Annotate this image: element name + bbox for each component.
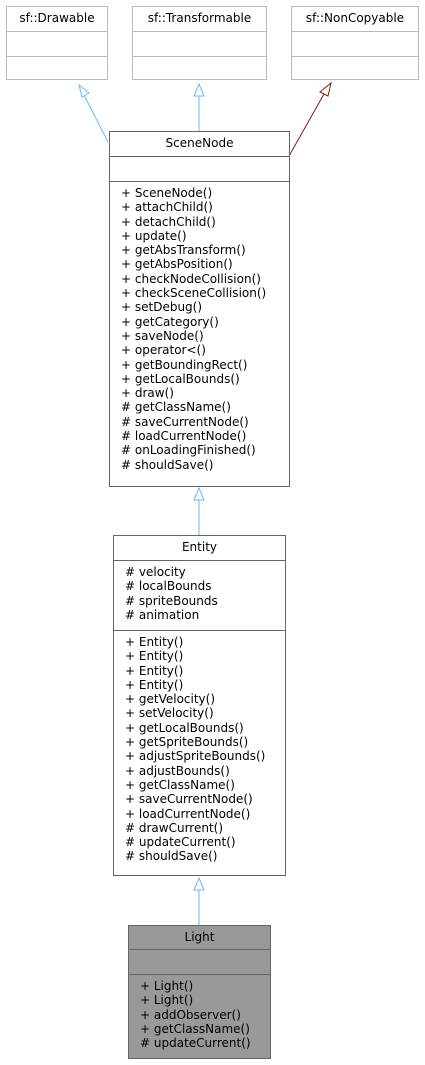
class-member: # animation — [125, 607, 200, 622]
class-member: + draw() — [121, 386, 174, 401]
class-member: + getAbsTransform() — [121, 243, 246, 258]
edge-light-to-entity — [193, 876, 205, 925]
class-methods: + Light() + Light() + addObserver() + getCl… — [129, 975, 270, 1058]
class-member: + getClassName() — [125, 777, 235, 792]
class-member: + Entity() — [125, 635, 184, 649]
class-methods — [133, 57, 266, 79]
class-member: + adjustBounds() — [125, 763, 230, 778]
class-member: + Light() — [140, 979, 194, 993]
class-member: + operator<() — [121, 343, 206, 358]
class-box-transformable: sf::Transformable — [132, 6, 267, 80]
class-box-entity: Entity # velocity # localBounds # spriteBo… — [113, 535, 286, 876]
class-attributes: # velocity # localBounds # spriteBounds # a… — [114, 561, 285, 631]
class-box-noncopyable: sf::NonCopyable — [291, 6, 419, 80]
edge-entity-to-scenenode — [193, 486, 205, 535]
class-member: + setDebug() — [121, 300, 203, 315]
class-member: + getClassName() — [140, 1021, 250, 1036]
class-member: # localBounds — [125, 579, 212, 594]
class-member: + adjustSpriteBounds() — [125, 749, 266, 764]
class-member: + getLocalBounds() — [121, 371, 240, 386]
class-member: + detachChild() — [121, 214, 216, 229]
class-member: + checkSceneCollision() — [121, 286, 267, 301]
class-member: # onLoadingFinished() — [121, 443, 256, 458]
class-attributes — [133, 32, 266, 57]
class-member: # shouldSave() — [121, 457, 214, 472]
class-title: SceneNode — [110, 132, 289, 157]
class-member: + update() — [121, 228, 187, 243]
class-box-drawable: sf::Drawable — [6, 6, 108, 80]
class-member: + Light() — [140, 993, 194, 1008]
class-title: sf::Drawable — [7, 7, 107, 32]
edge-scenenode-to-drawable — [78, 83, 109, 143]
class-member: + saveCurrentNode() — [125, 792, 253, 807]
class-member: + getLocalBounds() — [125, 720, 244, 735]
class-member: # shouldSave() — [125, 849, 218, 864]
class-member: # saveCurrentNode() — [121, 414, 249, 429]
class-member: + addObserver() — [140, 1007, 241, 1022]
class-member: # drawCurrent() — [125, 820, 224, 835]
class-member: + getAbsPosition() — [121, 257, 233, 272]
class-member: + getVelocity() — [125, 692, 216, 707]
class-methods — [292, 57, 418, 79]
class-attributes — [110, 157, 289, 182]
class-member: # spriteBounds — [125, 593, 218, 608]
class-member: + SceneNode() — [121, 186, 213, 200]
class-attributes — [292, 32, 418, 57]
class-member: # updateCurrent() — [140, 1036, 251, 1051]
class-attributes — [129, 950, 270, 975]
class-methods — [7, 57, 107, 79]
class-attributes — [7, 32, 107, 57]
class-title: Light — [129, 926, 270, 950]
class-member: + saveNode() — [121, 328, 204, 343]
class-member: + Entity() — [125, 677, 184, 692]
class-member: + Entity() — [125, 649, 184, 664]
class-title: sf::Transformable — [133, 7, 266, 32]
class-member: + getCategory() — [121, 314, 219, 329]
class-title: Entity — [114, 536, 285, 561]
class-member: + checkNodeCollision() — [121, 271, 261, 286]
edge-scenenode-to-transformable — [193, 82, 205, 131]
class-member: # velocity — [125, 565, 186, 579]
class-member: + getSpriteBounds() — [125, 735, 249, 750]
class-box-scenenode: SceneNode + SceneNode() + attachChild() + … — [109, 131, 290, 487]
class-member: # updateCurrent() — [125, 835, 236, 850]
class-member: + loadCurrentNode() — [125, 806, 251, 821]
class-methods: + Entity() + Entity() + Entity() + Entity()… — [114, 631, 285, 875]
class-title: sf::NonCopyable — [292, 7, 418, 32]
class-member: + setVelocity() — [125, 706, 214, 721]
class-methods: + SceneNode() + attachChild() + detachChil… — [110, 182, 289, 486]
class-member: # loadCurrentNode() — [121, 429, 247, 444]
class-member: + attachChild() — [121, 200, 213, 215]
class-box-light: Light + Light() + Light() + addObserver() +… — [128, 925, 271, 1059]
class-member: # getClassName() — [121, 400, 231, 415]
class-member: + Entity() — [125, 663, 184, 678]
class-member: + getBoundingRect() — [121, 357, 248, 372]
edge-scenenode-to-noncopyable — [288, 81, 332, 157]
